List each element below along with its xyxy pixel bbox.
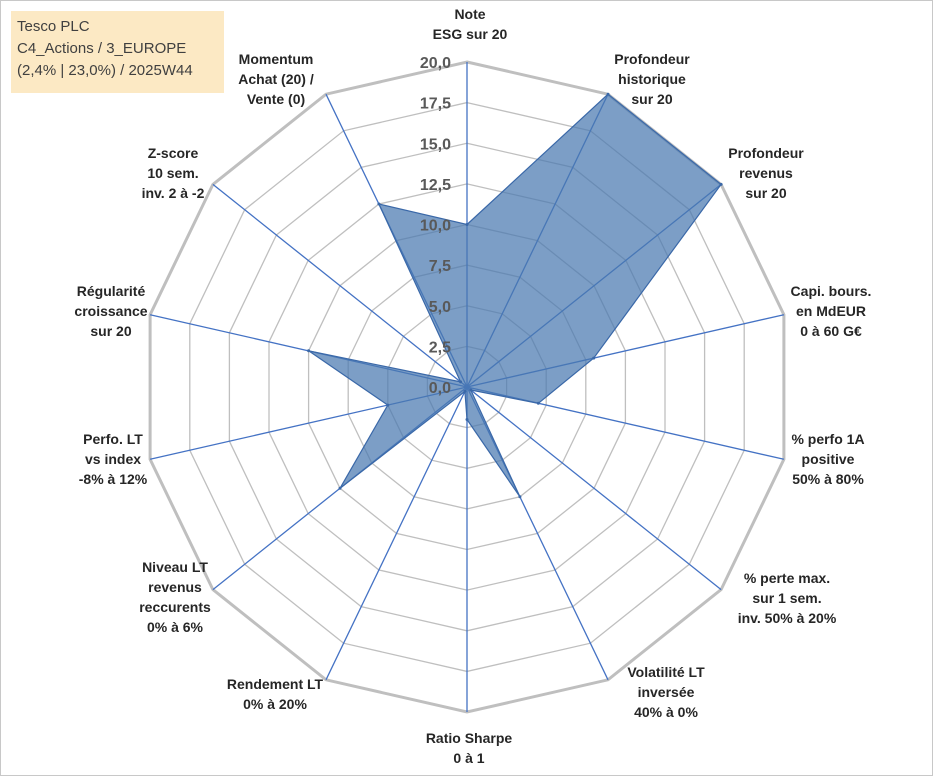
data-point bbox=[459, 380, 463, 384]
axis-spoke bbox=[466, 386, 722, 591]
data-point bbox=[338, 486, 342, 490]
data-point bbox=[465, 223, 469, 226]
tick-label: 15,0 bbox=[420, 136, 451, 153]
data-point bbox=[386, 403, 390, 407]
axis-label: Z-score 10 sem. inv. 2 à -2 bbox=[142, 145, 205, 201]
axis-label: Régularité croissance sur 20 bbox=[74, 283, 147, 339]
axis-label: Rendement LT 0% à 20% bbox=[227, 676, 324, 712]
tick-label: 0,0 bbox=[429, 380, 451, 397]
axis-label: Profondeur revenus sur 20 bbox=[728, 145, 804, 201]
data-point bbox=[518, 495, 522, 499]
axis-label: Volatilité LT inversée 40% à 0% bbox=[627, 664, 705, 720]
axis-label: Capi. bours. en MdEUR 0 à 60 G€ bbox=[791, 283, 872, 339]
axis-label: % perfo 1A positive 50% à 80% bbox=[791, 431, 864, 487]
data-point bbox=[719, 182, 723, 186]
axis-label: Ratio Sharpe 0 à 1 bbox=[426, 730, 513, 766]
company-name: Tesco PLC bbox=[17, 18, 90, 35]
tick-label: 12,5 bbox=[420, 177, 451, 194]
radar-series bbox=[307, 92, 723, 499]
axis-label: % perte max. sur 1 sem. inv. 50% à 20% bbox=[738, 570, 837, 626]
tick-label: 20,0 bbox=[420, 55, 451, 72]
tick-label: 17,5 bbox=[420, 96, 451, 113]
stats-label: (2,4% | 23,0%) / 2025W44 bbox=[17, 62, 193, 79]
data-point bbox=[307, 349, 311, 353]
axis-label: Perfo. LT vs index -8% à 12% bbox=[79, 431, 148, 487]
tick-label: 10,0 bbox=[420, 218, 451, 235]
tick-label: 5,0 bbox=[429, 299, 451, 316]
data-point bbox=[536, 401, 540, 405]
data-point bbox=[463, 389, 467, 393]
info-box: Tesco PLC C4_Actions / 3_EUROPE (2,4% | … bbox=[11, 11, 224, 93]
portfolio-label: C4_Actions / 3_EUROPE bbox=[17, 40, 187, 57]
axis-label: Momentum Achat (20) / Vente (0) bbox=[238, 51, 314, 107]
data-point bbox=[592, 356, 596, 360]
data-point bbox=[469, 388, 473, 392]
radar-ticks: 0,0 2,5 5,0 7,5 10,0 12,5 15,0 17,5 20,0 bbox=[420, 55, 451, 397]
axis-label: Niveau LT revenus reccurents 0% à 6% bbox=[139, 559, 211, 635]
axis-label: Note ESG sur 20 bbox=[433, 6, 508, 42]
axis-spoke bbox=[212, 183, 468, 388]
tick-label: 2,5 bbox=[429, 339, 451, 356]
axis-label: Profondeur historique sur 20 bbox=[614, 51, 690, 107]
data-point bbox=[465, 418, 469, 421]
axis-spoke bbox=[325, 386, 468, 681]
data-point bbox=[606, 92, 610, 96]
tick-label: 7,5 bbox=[429, 258, 451, 275]
radar-axis-labels: Note ESG sur 20 Profondeur historique sur 20… bbox=[74, 6, 871, 766]
data-point bbox=[377, 202, 381, 206]
